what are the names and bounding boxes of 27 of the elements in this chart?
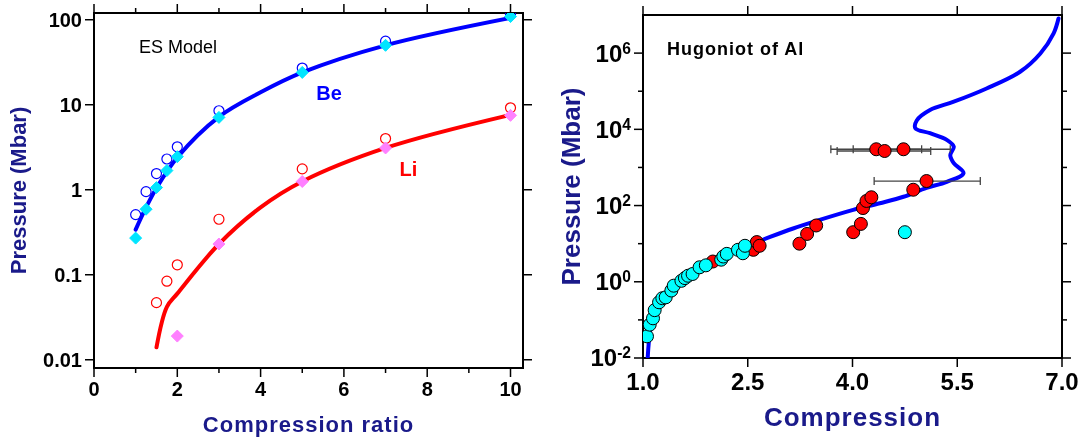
y-tick-label: 10$^{6}$ <box>595 39 632 67</box>
y-tick-label: 10$^{0}$ <box>595 267 632 296</box>
x-axis-title: Compression ratio <box>202 412 415 437</box>
y-tick-label: 1 <box>70 178 82 201</box>
series-label: Be <box>316 82 342 105</box>
y-tick-label: 10 <box>59 93 82 116</box>
y-tick-label: 0.01 <box>43 348 82 371</box>
x-tick-label: 4 <box>255 378 268 400</box>
y-tick-label: 0.1 <box>54 263 82 286</box>
x-tick-label: 0 <box>88 378 100 400</box>
y-axis-title: Pressure (Mbar) <box>556 87 586 286</box>
x-axis-title: Compression <box>763 402 942 432</box>
series-label: Li <box>399 157 418 180</box>
x-tick-label: 10 <box>499 378 522 400</box>
x-tick-label: 6 <box>338 378 350 400</box>
x-tick-label: 2.5 <box>731 368 765 395</box>
x-tick-label: 8 <box>421 378 433 400</box>
y-axis-title: Pressure (Mbar) <box>6 106 31 275</box>
x-tick-label: 5.5 <box>940 368 974 395</box>
x-tick-label: 2 <box>171 378 183 400</box>
x-tick-label: 4.0 <box>835 368 870 395</box>
annotation: Hugoniot of Al <box>667 39 805 59</box>
y-tick-label: 100 <box>48 8 82 31</box>
y-tick-label: 10$^{2}$ <box>595 191 632 219</box>
annotation: ES Model <box>139 37 218 57</box>
x-tick-label: 7.0 <box>1045 368 1079 395</box>
y-tick-label: 10$^{4}$ <box>595 115 632 143</box>
